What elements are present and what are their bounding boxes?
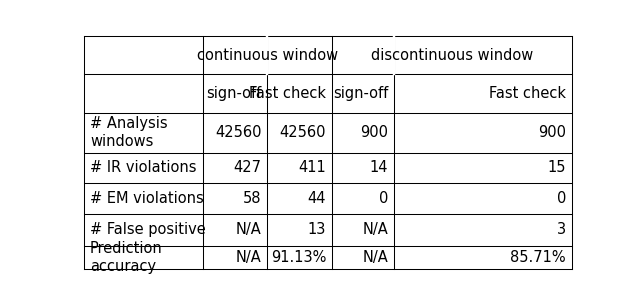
Text: 42560: 42560 [215,125,262,140]
Text: 14: 14 [369,160,388,175]
Text: sign-off: sign-off [333,86,388,101]
Text: 900: 900 [360,125,388,140]
Text: 427: 427 [234,160,262,175]
Text: 13: 13 [308,223,326,237]
Text: Prediction
accuracy: Prediction accuracy [90,241,163,274]
Text: 15: 15 [548,160,566,175]
Text: N/A: N/A [362,223,388,237]
Text: discontinuous window: discontinuous window [371,48,533,63]
Text: Fast check: Fast check [489,86,566,101]
Text: # False positive: # False positive [90,223,205,237]
Text: 0: 0 [557,191,566,206]
Text: 411: 411 [298,160,326,175]
Text: # EM violations: # EM violations [90,191,204,206]
Text: 91.13%: 91.13% [271,250,326,265]
Text: continuous window: continuous window [197,48,338,63]
Text: 42560: 42560 [280,125,326,140]
Text: 3: 3 [557,223,566,237]
Text: N/A: N/A [362,250,388,265]
Text: 85.71%: 85.71% [511,250,566,265]
Text: N/A: N/A [236,223,262,237]
Text: 58: 58 [243,191,262,206]
Text: 0: 0 [379,191,388,206]
Text: Fast check: Fast check [249,86,326,101]
Text: # Analysis
windows: # Analysis windows [90,116,168,149]
Text: # IR violations: # IR violations [90,160,196,175]
Text: sign-off: sign-off [206,86,262,101]
Text: 900: 900 [538,125,566,140]
Text: 44: 44 [307,191,326,206]
Text: N/A: N/A [236,250,262,265]
